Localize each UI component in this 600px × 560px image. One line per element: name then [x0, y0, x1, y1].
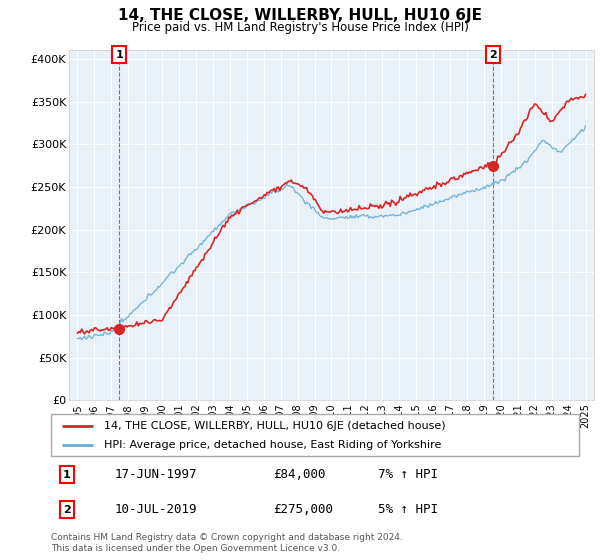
Text: 17-JUN-1997: 17-JUN-1997 [115, 468, 197, 481]
Text: 14, THE CLOSE, WILLERBY, HULL, HU10 6JE: 14, THE CLOSE, WILLERBY, HULL, HU10 6JE [118, 8, 482, 24]
Text: 1: 1 [63, 470, 71, 479]
Text: 2: 2 [63, 505, 71, 515]
Text: 7% ↑ HPI: 7% ↑ HPI [379, 468, 439, 481]
Text: 5% ↑ HPI: 5% ↑ HPI [379, 503, 439, 516]
Text: HPI: Average price, detached house, East Riding of Yorkshire: HPI: Average price, detached house, East… [104, 440, 441, 450]
Text: Price paid vs. HM Land Registry's House Price Index (HPI): Price paid vs. HM Land Registry's House … [131, 21, 469, 34]
Text: 10-JUL-2019: 10-JUL-2019 [115, 503, 197, 516]
Text: £275,000: £275,000 [273, 503, 333, 516]
Text: 1: 1 [115, 50, 123, 60]
Text: £84,000: £84,000 [273, 468, 325, 481]
Text: Contains HM Land Registry data © Crown copyright and database right 2024.
This d: Contains HM Land Registry data © Crown c… [51, 533, 403, 553]
Text: 2: 2 [489, 50, 497, 60]
Text: 14, THE CLOSE, WILLERBY, HULL, HU10 6JE (detached house): 14, THE CLOSE, WILLERBY, HULL, HU10 6JE … [104, 421, 445, 431]
